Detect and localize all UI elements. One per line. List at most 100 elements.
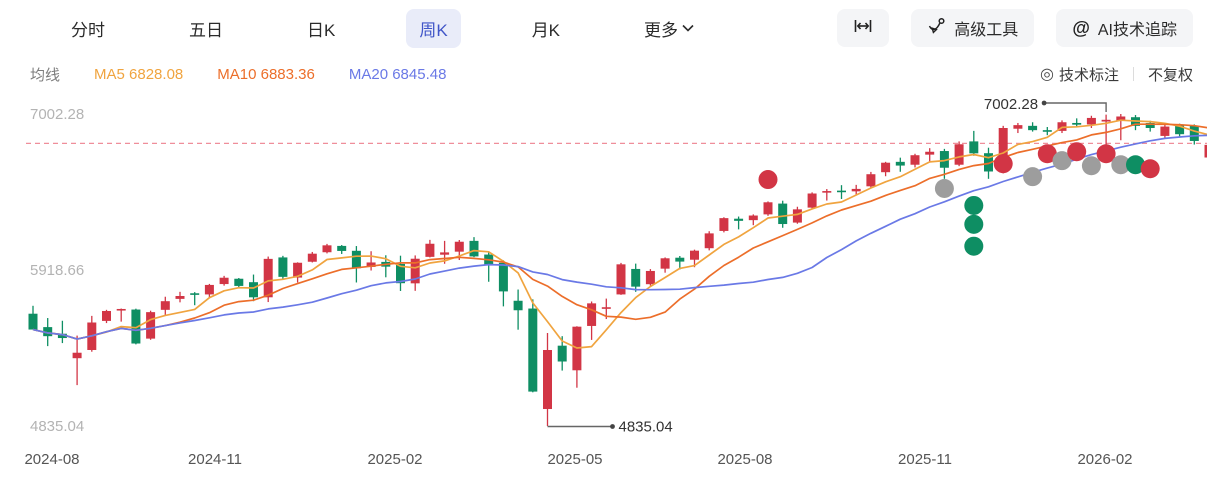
candle[interactable]	[631, 268, 641, 287]
signal-dot-red[interactable]	[1096, 144, 1116, 164]
candle[interactable]	[910, 155, 920, 165]
signal-dot-red[interactable]	[1037, 144, 1057, 164]
candle[interactable]	[895, 161, 905, 166]
candle[interactable]	[425, 243, 435, 257]
candle[interactable]	[690, 250, 699, 260]
candle[interactable]	[469, 240, 479, 257]
candle[interactable]	[866, 174, 876, 187]
candle[interactable]	[1116, 116, 1126, 121]
candle[interactable]	[1189, 125, 1199, 141]
candle[interactable]	[543, 349, 552, 410]
tab-monthly-k[interactable]: 月K	[531, 20, 561, 40]
candle[interactable]	[822, 191, 832, 193]
signal-dot-gray[interactable]	[934, 178, 954, 198]
candle[interactable]	[337, 245, 347, 251]
signal-dot-red[interactable]	[1067, 142, 1087, 162]
candle[interactable]	[28, 313, 38, 330]
candle[interactable]	[440, 252, 450, 255]
candle[interactable]	[322, 245, 332, 253]
candle[interactable]	[1101, 119, 1111, 122]
candle[interactable]	[43, 327, 53, 337]
candle[interactable]	[293, 262, 303, 278]
candle[interactable]	[807, 193, 817, 208]
adjustment-mode-selector[interactable]: 不复权	[1148, 64, 1193, 85]
candle[interactable]	[998, 128, 1008, 171]
candle[interactable]	[528, 308, 538, 392]
tab-more[interactable]: 更多	[631, 9, 707, 48]
candle[interactable]	[601, 307, 611, 309]
signal-dot-green[interactable]	[964, 195, 984, 215]
candle[interactable]	[704, 233, 714, 249]
tab-daily-k[interactable]: 日K	[307, 20, 336, 40]
signal-dot-green[interactable]	[964, 214, 984, 234]
tech-annotation-toggle[interactable]: ◎ 技术标注	[1040, 64, 1119, 85]
candle[interactable]	[1204, 144, 1207, 158]
advanced-tools-button[interactable]: 高级工具	[911, 9, 1035, 47]
tab-weekly-k[interactable]: 周K	[406, 8, 461, 48]
signal-dot-red[interactable]	[758, 170, 778, 190]
candle[interactable]	[925, 151, 935, 155]
candle[interactable]	[351, 250, 361, 269]
candle[interactable]	[204, 284, 214, 295]
candle[interactable]	[954, 144, 964, 165]
candle[interactable]	[249, 282, 258, 298]
signal-dot-gray[interactable]	[1111, 155, 1131, 175]
candle[interactable]	[984, 153, 993, 172]
candle[interactable]	[366, 262, 376, 267]
candle[interactable]	[410, 258, 420, 284]
candle[interactable]	[587, 303, 597, 326]
candle[interactable]	[939, 151, 949, 168]
candle[interactable]	[969, 141, 979, 154]
signal-dot-red[interactable]	[1140, 159, 1160, 179]
candlestick-chart[interactable]: 7002.28 4835.04 7002.28 5918.66 4835.04 2024-…	[0, 92, 1207, 478]
candle[interactable]	[513, 300, 523, 311]
candle[interactable]	[1160, 126, 1170, 136]
candle[interactable]	[146, 312, 156, 339]
candle[interactable]	[278, 257, 288, 277]
candle[interactable]	[1042, 130, 1052, 132]
candle[interactable]	[396, 263, 405, 284]
candle[interactable]	[1072, 122, 1082, 125]
candle[interactable]	[748, 215, 758, 221]
candle[interactable]	[645, 270, 655, 285]
candle[interactable]	[1028, 125, 1038, 131]
candle[interactable]	[175, 296, 185, 299]
candle[interactable]	[219, 277, 229, 285]
candle[interactable]	[719, 218, 729, 231]
signal-dot-gray[interactable]	[1023, 167, 1043, 187]
signal-dot-green[interactable]	[964, 236, 984, 256]
signal-dot-red[interactable]	[993, 154, 1013, 174]
candle[interactable]	[763, 202, 773, 215]
signal-dot-green[interactable]	[1126, 155, 1145, 175]
fit-width-button[interactable]	[837, 9, 890, 47]
candle[interactable]	[131, 309, 141, 344]
candle[interactable]	[1013, 125, 1023, 129]
signal-dot-gray[interactable]	[1081, 156, 1101, 176]
candle[interactable]	[190, 293, 200, 295]
candle[interactable]	[1145, 122, 1155, 129]
candle[interactable]	[1086, 117, 1096, 125]
candle[interactable]	[616, 264, 626, 295]
candle[interactable]	[102, 310, 111, 321]
tab-minute[interactable]: 分时	[71, 20, 105, 40]
candle[interactable]	[660, 258, 670, 269]
candle[interactable]	[160, 301, 170, 310]
candle[interactable]	[116, 308, 126, 311]
candle[interactable]	[234, 278, 244, 286]
tab-five-day[interactable]: 五日	[189, 20, 223, 40]
candle[interactable]	[851, 188, 861, 192]
candle[interactable]	[837, 190, 846, 193]
candle[interactable]	[881, 162, 891, 173]
candle[interactable]	[792, 209, 802, 223]
candle[interactable]	[57, 333, 67, 339]
signal-dot-gray[interactable]	[1052, 151, 1072, 171]
candle[interactable]	[675, 257, 685, 262]
candle[interactable]	[1175, 125, 1185, 135]
candle[interactable]	[734, 218, 744, 221]
candle[interactable]	[498, 262, 508, 292]
candle[interactable]	[72, 352, 82, 359]
ai-tracking-button[interactable]: @ AI技术追踪	[1056, 9, 1193, 47]
candle[interactable]	[307, 253, 317, 262]
candle[interactable]	[263, 258, 273, 298]
candle[interactable]	[778, 203, 788, 225]
